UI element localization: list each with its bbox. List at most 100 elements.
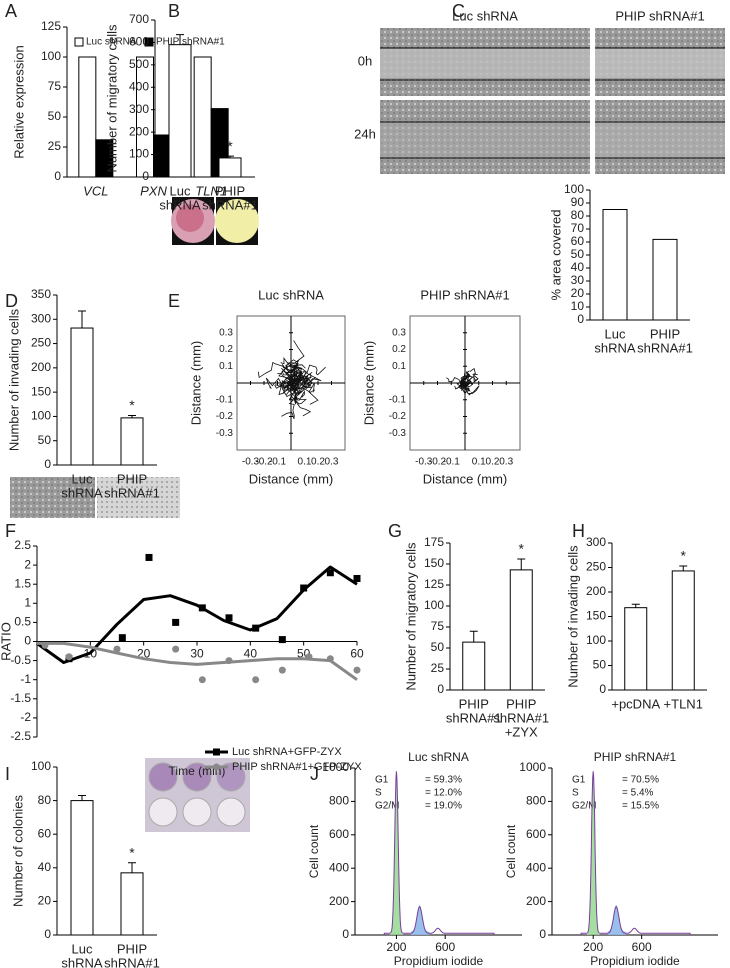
y-tick-label: 400 [526, 860, 546, 874]
phase-value: = 12.0% [425, 788, 462, 799]
phase-name: G2/M [572, 801, 596, 812]
phase-name: G2/M [375, 801, 399, 812]
error-bar [128, 862, 136, 873]
y-tick-label: 25 [431, 661, 445, 675]
y-tick-label: 25 [48, 139, 62, 153]
point [278, 636, 286, 644]
significance: * [519, 541, 525, 557]
y-tick-label: 0.1 [392, 361, 406, 372]
point [252, 624, 260, 632]
chart-title: Luc shRNA [408, 750, 469, 764]
point [198, 604, 206, 612]
y-tick-label: 250 [31, 336, 51, 350]
y-axis-label: Number of invading cells [565, 545, 580, 688]
y-tick-label: 600 [526, 827, 546, 841]
invasion-images [10, 477, 180, 518]
significance: * [129, 397, 135, 413]
point [198, 676, 206, 684]
error-bar [128, 414, 136, 418]
y-tick-label: 2.5 [14, 538, 31, 552]
bar [120, 417, 144, 466]
chart-title: PHIP shRNA#1 [594, 750, 677, 764]
y-tick-label: 0 [577, 312, 584, 326]
bar [624, 607, 648, 691]
y-tick-label: 10 [571, 299, 585, 313]
panel-label: D [5, 291, 18, 311]
y-tick-label: 800 [526, 794, 546, 808]
bar [153, 134, 171, 178]
x-tick-label: PHIP [506, 696, 536, 711]
point [172, 618, 180, 626]
bar [70, 327, 94, 466]
y-tick-label: -1 [20, 672, 31, 686]
point [326, 655, 334, 663]
point [225, 657, 233, 665]
transwell-images [171, 197, 259, 245]
panel-label: F [5, 521, 16, 541]
y-tick-label: 200 [329, 894, 349, 908]
y-axis-label: Cell count [307, 824, 321, 878]
image-column-label: PHIP shRNA#1 [615, 8, 704, 23]
y-tick-label: 150 [31, 384, 51, 398]
x-tick-label: 0.3 [325, 457, 339, 468]
point [353, 666, 361, 674]
y-tick-label: 600 [329, 827, 349, 841]
y-tick-label: 40 [38, 860, 52, 874]
x-axis-label: Distance (mm) [423, 471, 508, 486]
point [172, 645, 180, 653]
x-tick-label: 60 [350, 647, 364, 661]
x-axis-label: Propidium iodide [394, 954, 484, 968]
panel-label: G [388, 521, 402, 541]
y-tick-label: 200 [129, 124, 149, 138]
error-bar [517, 558, 526, 570]
y-tick-label: 0 [437, 682, 444, 696]
y-tick-label: 175 [424, 535, 444, 549]
y-axis-label: Distance (mm) [361, 341, 376, 426]
cell-track [460, 375, 472, 387]
y-tick-label: 700 [129, 12, 149, 26]
cell-track [281, 382, 297, 420]
point [225, 614, 233, 622]
y-tick-label: 20 [38, 894, 52, 908]
y-tick-label: 200 [586, 584, 606, 598]
y-tick-label: 500 [129, 57, 149, 71]
x-tick-label: 0.2 [311, 457, 325, 468]
x-tick-label: shRNA#1 [104, 485, 160, 500]
y-tick-label: 125 [41, 19, 61, 33]
y-tick-label: 30 [571, 273, 585, 287]
point [41, 641, 49, 649]
y-axis-label: Distance (mm) [188, 341, 203, 426]
y-tick-label: 0 [142, 169, 149, 183]
significance: * [681, 548, 687, 564]
y-tick-label: 2 [24, 557, 31, 571]
point [353, 574, 361, 582]
y-tick-label: 80 [571, 208, 585, 222]
cell-track [290, 374, 317, 387]
y-tick-label: 100 [424, 598, 444, 612]
point [65, 653, 73, 661]
bar [70, 800, 94, 936]
cell-track [464, 382, 480, 396]
phase-value: = 5.4% [622, 788, 654, 799]
bar [602, 209, 628, 321]
y-axis-label: Cell count [504, 824, 518, 878]
error-bar [226, 155, 234, 158]
y-tick-label: -0.2 [216, 411, 234, 422]
bar [218, 157, 242, 178]
y-tick-label: 150 [424, 556, 444, 570]
y-tick-label: 300 [586, 535, 606, 549]
x-tick-label: 0.3 [499, 457, 513, 468]
significance: * [129, 844, 135, 860]
y-tick-label: 75 [48, 79, 62, 93]
cell-track [277, 373, 301, 396]
y-tick-label: 50 [571, 247, 585, 261]
y-tick-label: 400 [329, 860, 349, 874]
legend-label: Luc shRNA [86, 37, 137, 48]
y-tick-label: 0.3 [392, 327, 406, 338]
y-tick-label: -0.3 [216, 428, 234, 439]
point [145, 553, 153, 561]
cell-track [289, 382, 305, 401]
x-tick-label: -0.1 [443, 457, 461, 468]
x-tick-label: PHIP [215, 183, 245, 198]
y-tick-label: -0.3 [389, 428, 407, 439]
